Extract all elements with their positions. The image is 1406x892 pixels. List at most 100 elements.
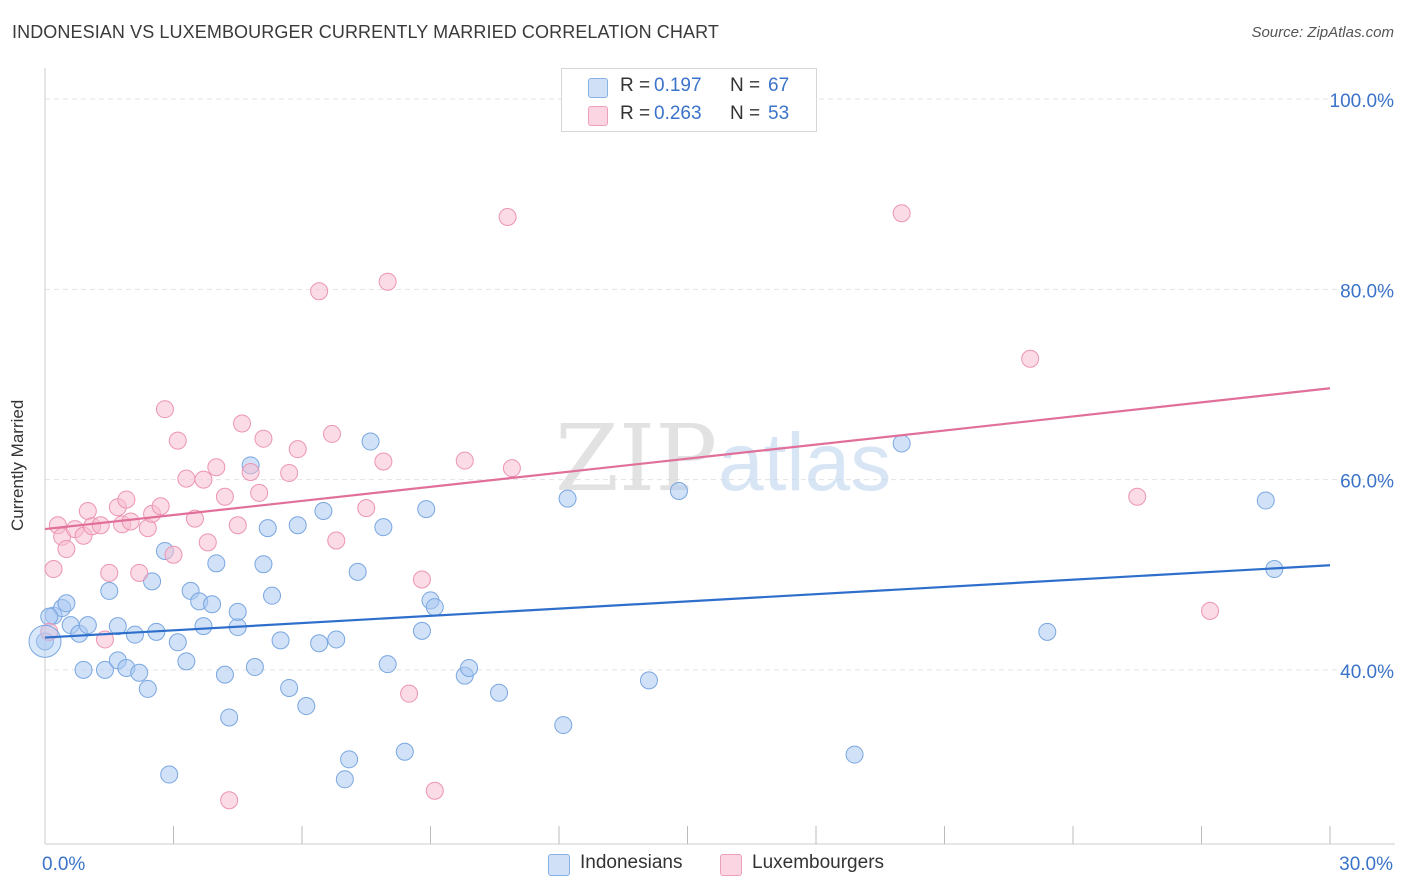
luxembourgers-point (280, 463, 299, 482)
luxembourgers-point (1128, 487, 1147, 506)
luxembourgers-point (155, 400, 174, 419)
luxembourgers-point (198, 533, 217, 552)
indonesians-point (412, 621, 431, 640)
legend-r-value: 0.263 (654, 103, 702, 124)
grid-lines (45, 98, 1395, 671)
indonesians-point (57, 594, 76, 613)
y-tick-label: 60.0% (1340, 472, 1394, 493)
luxembourgers-point (498, 208, 517, 227)
luxembourgers-point (130, 563, 149, 582)
luxembourgers-point (310, 282, 329, 301)
indonesians-point (245, 658, 264, 677)
indonesians-point (280, 678, 299, 697)
indonesians-point (288, 516, 307, 535)
luxembourgers-point (220, 791, 239, 810)
indonesians-point (669, 482, 688, 501)
chart-title: INDONESIAN VS LUXEMBOURGER CURRENTLY MAR… (12, 22, 719, 42)
indonesians-point (194, 617, 213, 636)
y-tick-label: 40.0% (1340, 662, 1394, 683)
indonesians-point (203, 595, 222, 614)
legend-n-label: N = (730, 103, 761, 124)
legend-n-value: 53 (768, 103, 790, 124)
indonesians-point (297, 697, 316, 716)
indonesians-point (417, 500, 436, 519)
indonesians-point (460, 658, 479, 677)
indonesians-point (361, 432, 380, 451)
indonesians-point (168, 633, 187, 652)
legend-r-value: 0.197 (654, 75, 702, 96)
indonesians-point (228, 602, 247, 621)
luxembourgers-point (374, 452, 393, 471)
indonesians-point (108, 617, 127, 636)
indonesians-point (138, 679, 157, 698)
luxembourgers-point (228, 516, 247, 535)
x-tick-label: 30.0% (1339, 854, 1393, 875)
source-label: Source: ZipAtlas.com (1251, 24, 1394, 41)
watermark: ZIP atlas (555, 405, 891, 512)
legend-n-label: N = (730, 75, 761, 96)
luxembourgers-trend-line (44, 387, 1331, 531)
indonesians-point (892, 434, 911, 453)
luxembourgers-point (1201, 601, 1220, 620)
luxembourgers-point (250, 483, 269, 502)
indonesians-point (177, 652, 196, 671)
luxembourgers-point (194, 470, 213, 489)
luxembourgers-point (892, 204, 911, 223)
indonesians-cluster-point (28, 624, 62, 658)
legend: R = 0.197 N = 67 R = 0.263 N = 53 (561, 68, 817, 132)
indonesians-point (125, 625, 144, 644)
y-tick-label: 80.0% (1340, 281, 1394, 302)
indonesians-point (220, 708, 239, 727)
luxembourgers-point (151, 497, 170, 516)
indonesians-point (327, 630, 346, 649)
indonesians-point (100, 581, 119, 600)
indonesians-point (335, 770, 354, 789)
luxembourgers-point (207, 458, 226, 477)
indonesians-point (78, 616, 97, 635)
bottom-legend-swatch-luxembourgers (720, 854, 742, 876)
indonesians-point (425, 598, 444, 617)
indonesians-point (1038, 622, 1057, 641)
luxembourgers-point (327, 531, 346, 550)
indonesians-point (130, 663, 149, 682)
legend-n-value: 67 (768, 75, 790, 96)
indonesians-point (95, 660, 114, 679)
indonesians-point (160, 765, 179, 784)
y-axis-label: Currently Married (8, 399, 27, 531)
legend-swatch-indonesians (588, 78, 608, 98)
indonesians-point (310, 634, 329, 653)
luxembourgers-point (455, 451, 474, 470)
luxembourgers-point (412, 570, 431, 589)
luxembourgers-point (168, 431, 187, 450)
indonesians-point (215, 665, 234, 684)
indonesians-point (143, 572, 162, 591)
indonesians-point (74, 660, 93, 679)
trend-lines (44, 387, 1331, 639)
indonesians-point (254, 555, 273, 574)
x-tick-label: 0.0% (42, 854, 85, 875)
indonesians-point (554, 716, 573, 735)
luxembourgers-point (91, 516, 110, 535)
luxembourgers-point (177, 469, 196, 488)
axes (44, 68, 1395, 845)
indonesians-point (340, 750, 359, 769)
indonesians-trend-line (44, 564, 1331, 639)
luxembourgers-point (78, 501, 97, 520)
indonesians-point (1256, 491, 1275, 510)
legend-swatch-luxembourgers (588, 106, 608, 126)
bottom-legend-label: Indonesians (580, 852, 683, 873)
legend-r-label: R = (620, 103, 651, 124)
luxembourgers-point (233, 414, 252, 433)
indonesians-point (207, 554, 226, 573)
luxembourgers-point (322, 424, 341, 443)
indonesians-point (374, 518, 393, 537)
luxembourgers-point (1021, 349, 1040, 368)
luxembourgers-point (241, 462, 260, 481)
luxembourgers-point (215, 487, 234, 506)
indonesians-point (348, 562, 367, 581)
bottom-legend-label: Luxembourgers (752, 852, 885, 873)
luxembourgers-point (164, 545, 183, 564)
luxembourgers-point (378, 272, 397, 291)
indonesians-point (40, 607, 59, 626)
